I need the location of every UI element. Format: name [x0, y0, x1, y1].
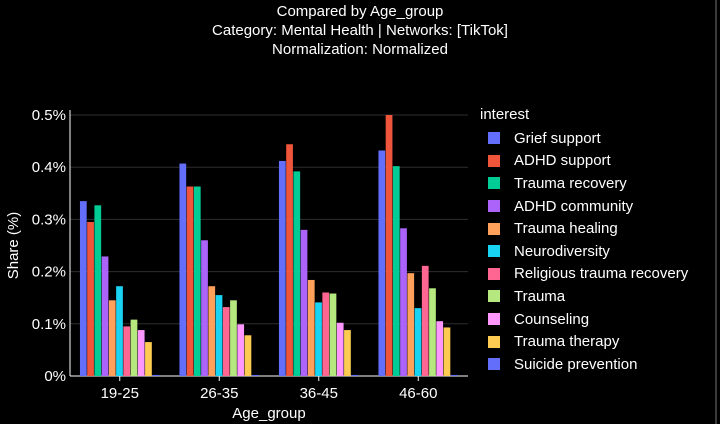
legend-swatch	[488, 222, 500, 235]
legend-label: Suicide prevention	[514, 355, 638, 373]
bar-religious-trauma-recovery-36-45	[322, 292, 330, 376]
chart-title: Compared by Age_group	[276, 3, 444, 20]
bar-trauma-36-45	[329, 293, 337, 376]
bar-adhd-support-19-25	[87, 222, 94, 376]
legend-label: Counseling	[514, 310, 590, 328]
bar-religious-trauma-recovery-26-35	[222, 307, 230, 376]
x-tick-label: 26-35	[200, 385, 238, 402]
y-tick-label: 0.3%	[32, 211, 66, 228]
bar-neurodiversity-19-25	[116, 286, 123, 376]
bar-counseling-26-35	[237, 324, 245, 376]
x-tick-label: 36-45	[300, 385, 338, 402]
legend-item[interactable]: Trauma healing	[480, 217, 688, 240]
bar-grief-support-46-60	[378, 150, 386, 376]
bar-trauma-healing-26-35	[208, 286, 216, 376]
y-tick-label: 0.5%	[32, 107, 66, 124]
legend-swatch	[488, 200, 500, 213]
bar-trauma-recovery-36-45	[293, 171, 301, 376]
bar-trauma-healing-46-60	[407, 273, 415, 376]
bar-trauma-therapy-36-45	[344, 330, 351, 376]
bar-counseling-19-25	[137, 330, 145, 376]
legend-swatch	[488, 154, 500, 167]
legend-swatch	[488, 358, 500, 371]
chart-normalization: Normalization: Normalized	[272, 41, 448, 58]
bar-suicide-prevention-26-35	[251, 374, 259, 376]
bar-grief-support-26-35	[179, 163, 187, 376]
bar-grief-support-36-45	[278, 160, 286, 376]
bar-trauma-46-60	[429, 288, 436, 376]
bar-adhd-support-46-60	[385, 115, 393, 376]
window-edge	[715, 0, 717, 424]
legend-item[interactable]: Religious trauma recovery	[480, 263, 688, 286]
bar-religious-trauma-recovery-46-60	[421, 265, 429, 376]
x-axis-title: Age_group	[232, 405, 305, 422]
x-tick-label: 46-60	[399, 385, 437, 402]
bar-adhd-community-46-60	[400, 228, 407, 376]
legend-label: Religious trauma recovery	[514, 265, 689, 283]
bar-trauma-therapy-19-25	[145, 342, 152, 376]
bar-suicide-prevention-36-45	[351, 374, 359, 376]
bar-neurodiversity-46-60	[414, 308, 422, 376]
legend-swatch	[488, 313, 500, 326]
legend-item[interactable]: Suicide prevention	[480, 353, 688, 376]
bar-trauma-19-25	[130, 319, 138, 376]
legend-label: Grief support	[514, 129, 601, 147]
legend-label: Trauma therapy	[514, 333, 620, 351]
legend-title: interest	[480, 106, 530, 123]
bar-trauma-recovery-19-25	[94, 205, 102, 376]
bar-suicide-prevention-46-60	[450, 374, 458, 376]
legend: interest Grief support ADHD support Trauma…	[480, 106, 688, 376]
y-tick-label: 0.4%	[32, 159, 66, 176]
bar-neurodiversity-36-45	[315, 302, 322, 376]
legend-label: Trauma healing	[514, 220, 618, 238]
bar-trauma-healing-19-25	[108, 300, 116, 376]
bar-adhd-community-26-35	[201, 240, 208, 376]
legend-swatch	[488, 245, 500, 258]
y-tick-label: 0%	[44, 368, 66, 385]
bar-trauma-recovery-26-35	[193, 186, 201, 376]
legend-label: ADHD support	[514, 152, 611, 170]
chart-subtitle: Category: Mental Health | Networks: [Tik…	[212, 22, 508, 39]
bar-trauma-26-35	[230, 300, 237, 376]
legend-label: ADHD community	[514, 197, 634, 215]
bar-counseling-36-45	[336, 322, 344, 376]
y-axis-title: Share (%)	[5, 212, 22, 280]
bar-grief-support-19-25	[79, 201, 87, 376]
legend-item[interactable]: Trauma therapy	[480, 330, 688, 353]
bar-adhd-community-36-45	[300, 229, 308, 376]
y-tick-label: 0.1%	[32, 316, 66, 333]
legend-item[interactable]: Grief support	[480, 127, 688, 150]
bar-trauma-therapy-26-35	[244, 335, 252, 376]
legend-item[interactable]: Neurodiversity	[480, 240, 688, 263]
y-tick-label: 0.2%	[32, 264, 66, 281]
bar-religious-trauma-recovery-19-25	[123, 326, 131, 376]
bar-trauma-healing-36-45	[307, 279, 315, 376]
legend-label: Trauma recovery	[514, 174, 627, 192]
legend-swatch	[488, 132, 500, 145]
x-tick-label: 19-25	[101, 385, 139, 402]
bar-suicide-prevention-19-25	[152, 374, 160, 376]
legend-label: Trauma	[514, 287, 566, 305]
legend-item[interactable]: ADHD community	[480, 195, 688, 218]
bar-neurodiversity-26-35	[215, 295, 223, 376]
bar-trauma-therapy-46-60	[443, 327, 451, 376]
bar-trauma-recovery-46-60	[392, 166, 400, 376]
bar-adhd-community-19-25	[101, 256, 109, 376]
legend-swatch	[488, 267, 500, 280]
legend-item[interactable]: Counseling	[480, 308, 688, 331]
bar-counseling-46-60	[436, 321, 444, 376]
bar-adhd-support-36-45	[286, 144, 293, 376]
legend-swatch	[488, 335, 500, 348]
legend-label: Neurodiversity	[514, 242, 610, 260]
legend-item[interactable]: ADHD support	[480, 150, 688, 173]
bar-adhd-support-26-35	[186, 186, 194, 376]
legend-item[interactable]: Trauma recovery	[480, 172, 688, 195]
legend-item[interactable]: Trauma	[480, 285, 688, 308]
legend-swatch	[488, 290, 500, 303]
legend-swatch	[488, 177, 500, 190]
